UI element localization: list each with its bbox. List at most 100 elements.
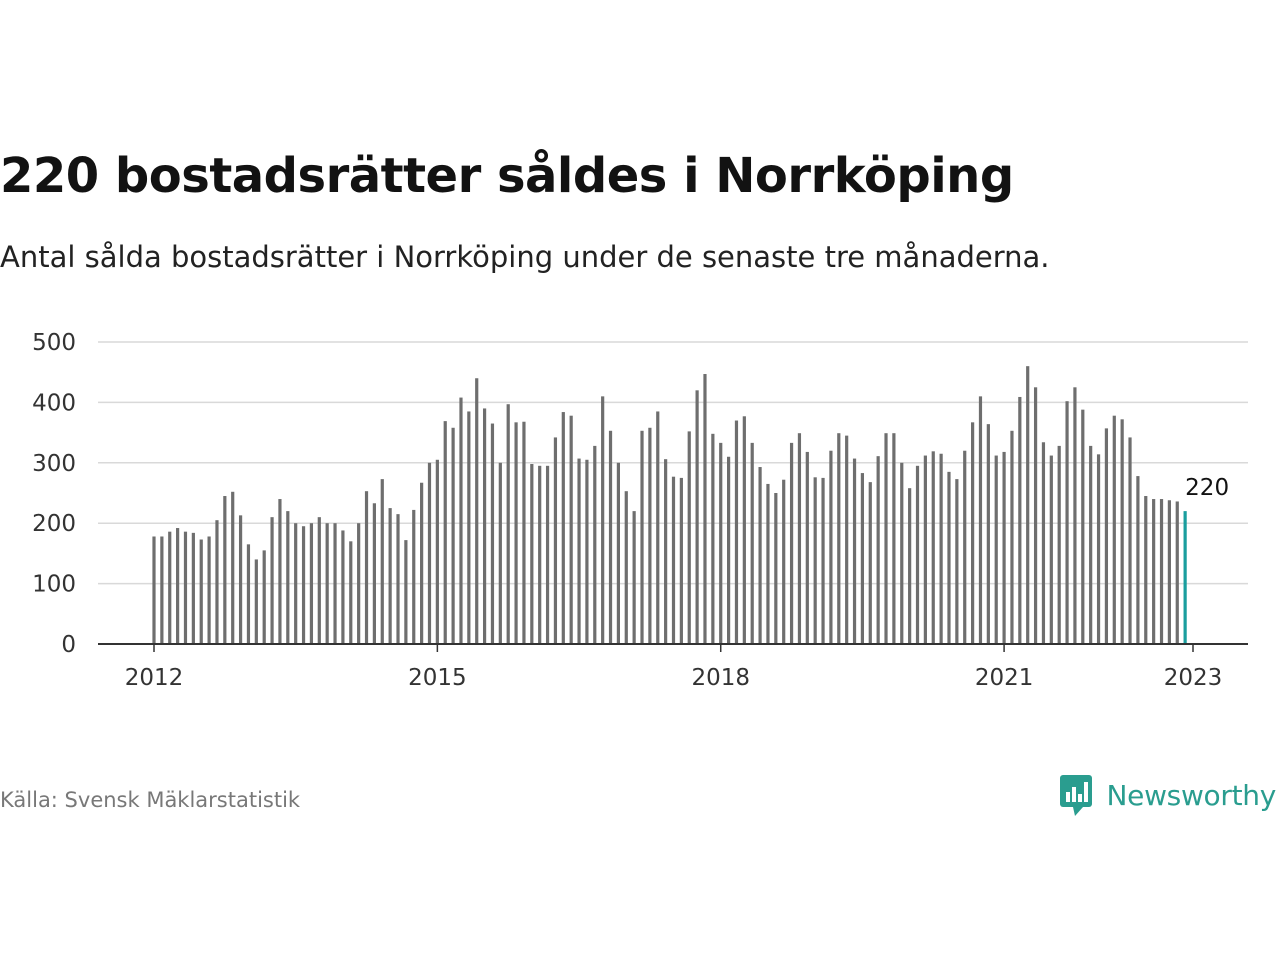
- bar: [868, 482, 872, 644]
- bar: [364, 491, 369, 644]
- bar: [278, 499, 282, 644]
- bar: [671, 476, 676, 644]
- bar: [703, 374, 707, 644]
- bar: [766, 483, 770, 644]
- bar: [325, 523, 329, 644]
- bar: [349, 541, 353, 644]
- bar: [168, 531, 172, 644]
- bar: [915, 465, 920, 644]
- bar: [176, 528, 180, 644]
- bar: [900, 462, 904, 644]
- bar: [246, 544, 251, 644]
- bar: [1152, 499, 1156, 644]
- last-value-label: 220: [1185, 475, 1229, 501]
- x-tick-label: 2015: [408, 665, 467, 691]
- bar: [420, 482, 424, 644]
- bar: [648, 427, 652, 644]
- bar: [978, 396, 983, 644]
- bar: [750, 442, 754, 644]
- bar: [923, 455, 927, 644]
- bar: [498, 462, 502, 644]
- bar: [262, 550, 266, 644]
- bar: [852, 458, 857, 644]
- bar: [238, 515, 243, 644]
- bar: [309, 523, 314, 644]
- bar: [553, 437, 558, 644]
- bar: [585, 459, 589, 644]
- bar: [1167, 500, 1171, 644]
- bar: [191, 532, 195, 644]
- bar: [1136, 476, 1140, 644]
- bar: [939, 453, 943, 644]
- brand-name: Newsworthy: [1106, 778, 1277, 812]
- bar: [845, 435, 849, 644]
- bar: [443, 421, 447, 644]
- bar: [1089, 445, 1093, 644]
- source-note: Källa: Svensk Mäklarstatistik: [0, 788, 301, 812]
- bar: [152, 536, 156, 644]
- bar: [947, 471, 951, 644]
- y-tick-label: 200: [32, 511, 76, 537]
- bar: [294, 523, 298, 644]
- bar: [695, 390, 699, 644]
- bar: [467, 411, 471, 644]
- bar: [1057, 445, 1061, 644]
- bar: [396, 514, 400, 644]
- bar: [758, 467, 762, 644]
- bar: [183, 531, 188, 644]
- bar: [608, 430, 613, 644]
- bar: [1104, 428, 1109, 644]
- bar: [538, 465, 542, 644]
- chart-title: 220 bostadsrätter såldes i Norrköping: [0, 148, 1014, 204]
- bar: [333, 523, 337, 644]
- bar: [876, 456, 880, 644]
- x-tick-label: 2018: [691, 665, 750, 691]
- bar: [412, 509, 416, 644]
- bar: [805, 451, 809, 644]
- bar: [286, 511, 290, 644]
- bar: [1096, 454, 1101, 644]
- bar: [506, 404, 510, 644]
- axes: [98, 643, 1248, 652]
- x-tick-label: 2021: [975, 665, 1034, 691]
- bar: [459, 397, 463, 644]
- bar: [388, 508, 392, 644]
- bar: [482, 408, 487, 644]
- bar: [1033, 387, 1038, 644]
- bar: [837, 433, 841, 644]
- bar: [624, 491, 628, 644]
- bar: [522, 421, 526, 644]
- bar: [475, 378, 479, 644]
- bar: [908, 488, 912, 644]
- bar: [451, 427, 455, 644]
- bar: [994, 455, 998, 644]
- bar: [593, 445, 597, 644]
- y-tick-label: 100: [32, 572, 76, 598]
- bar: [829, 450, 833, 644]
- bar: [490, 423, 495, 644]
- bar: [1112, 415, 1116, 644]
- bar: [160, 536, 164, 644]
- bar: [199, 539, 203, 644]
- bar: [1065, 401, 1069, 644]
- bar: [986, 424, 990, 644]
- bar: [270, 517, 274, 644]
- bar: [1049, 455, 1053, 644]
- bar: [734, 420, 739, 644]
- bar: [727, 456, 731, 644]
- bar: [719, 442, 723, 644]
- bar: [797, 433, 802, 644]
- brand-logo[interactable]: Newsworthy: [1059, 772, 1277, 818]
- bar: [616, 462, 620, 644]
- bar: [821, 477, 825, 644]
- y-tick-label: 0: [61, 632, 76, 658]
- bar: [782, 479, 786, 644]
- bar: [231, 491, 235, 644]
- newsworthy-logo-icon: [1059, 775, 1092, 816]
- bar: [789, 442, 794, 644]
- bar: [1175, 501, 1179, 644]
- bar: [357, 523, 361, 644]
- bar: [963, 450, 967, 644]
- y-tick-label: 500: [32, 330, 76, 356]
- bar: [1018, 396, 1022, 644]
